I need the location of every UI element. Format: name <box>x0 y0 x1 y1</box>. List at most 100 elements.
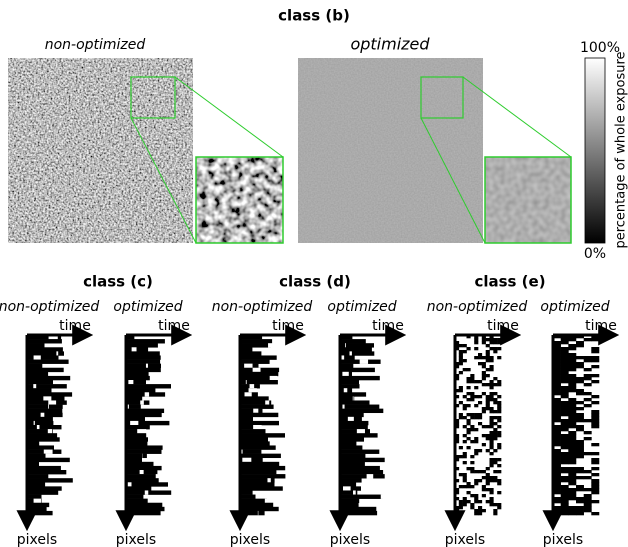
strip-cell <box>490 464 494 467</box>
strip-cell <box>591 482 599 485</box>
strip-cell <box>561 500 569 503</box>
strip-cell <box>568 359 576 362</box>
strip-cell <box>584 392 592 395</box>
strip-cell <box>591 425 599 428</box>
strip-cell <box>474 497 478 500</box>
strip-cell <box>568 431 576 434</box>
strip-cell <box>497 401 501 404</box>
strip-run <box>240 450 261 454</box>
strip-run <box>27 511 53 515</box>
strip-cell <box>591 488 599 491</box>
strip-cell <box>486 476 490 479</box>
strip-cell <box>568 461 576 464</box>
strip-cell <box>591 512 599 515</box>
strip-run <box>126 413 162 417</box>
strip-cell <box>576 500 584 503</box>
strip-cell <box>474 500 478 503</box>
strip-cell <box>561 401 569 404</box>
strip-cell <box>576 419 584 422</box>
strip-cell <box>482 470 486 473</box>
strip-cell <box>467 437 471 440</box>
strip-gap <box>128 405 129 409</box>
strip-run <box>126 503 162 507</box>
strip-cell <box>591 443 599 446</box>
strip-cell <box>591 473 599 476</box>
strip-cell <box>568 353 576 356</box>
strip-cell <box>467 413 471 416</box>
strip-cell <box>561 410 569 413</box>
strip-run <box>240 490 253 494</box>
strip-run <box>340 400 370 404</box>
strip-run <box>27 417 53 421</box>
strip-cell <box>497 380 501 383</box>
strip-cell <box>490 410 494 413</box>
strip-gap <box>253 425 262 429</box>
strip-cell <box>561 434 569 437</box>
strip-cell <box>474 413 478 416</box>
strip-run <box>27 482 45 486</box>
strip-cell <box>561 443 569 446</box>
strip-cell <box>584 404 592 407</box>
strip-run <box>126 364 161 368</box>
strip-cell <box>493 428 497 431</box>
strip-cell <box>497 341 501 344</box>
strip-cell <box>493 422 497 425</box>
strip-cell <box>584 368 592 371</box>
strip-cell <box>568 380 576 383</box>
strip-cell <box>576 497 584 500</box>
strip-cell <box>584 494 592 497</box>
strip-gap <box>48 405 49 409</box>
strip-cell <box>561 509 569 512</box>
strip-run <box>126 495 143 499</box>
strip-cell <box>561 380 569 383</box>
strip-cell <box>561 371 569 374</box>
strip-cell <box>561 377 569 380</box>
strip-cell <box>490 419 494 422</box>
strip-cell <box>561 452 569 455</box>
strip-run <box>240 470 276 474</box>
strip-run <box>27 380 53 384</box>
strip-cell <box>561 365 569 368</box>
strip-cell <box>568 368 576 371</box>
strip-cell <box>474 347 478 350</box>
strip-run <box>126 396 142 400</box>
strip-cell <box>467 446 471 449</box>
strip-cell <box>467 431 471 434</box>
strip-cell <box>576 449 584 452</box>
strip-cell <box>497 338 501 341</box>
strip-cell <box>497 482 501 485</box>
strip-gap <box>56 351 58 355</box>
strip-cell <box>591 422 599 425</box>
strip-run <box>240 413 278 417</box>
strip-cell <box>591 485 599 488</box>
strip-run <box>126 372 149 376</box>
strip-run <box>27 343 45 347</box>
strip-run <box>27 347 63 351</box>
strip-run <box>340 376 380 380</box>
strip-cell <box>478 422 482 425</box>
strip-run <box>27 425 62 429</box>
strip-run <box>240 343 271 347</box>
strip-run <box>240 417 253 421</box>
strip-cell <box>591 395 599 398</box>
strip-cell <box>490 341 494 344</box>
strip-cell <box>482 338 486 341</box>
strip-cell <box>584 398 592 401</box>
strip-cell <box>463 344 467 347</box>
strip-cell <box>486 356 490 359</box>
strip-run <box>240 351 261 355</box>
strip-run <box>240 405 274 409</box>
strip-run <box>27 368 64 372</box>
strip-cell <box>591 467 599 470</box>
y-axis-label: pixels <box>17 532 57 547</box>
strip-cell <box>486 437 490 440</box>
strip-cell <box>470 506 474 509</box>
strip-cell <box>584 497 592 500</box>
strip-cell <box>584 452 592 455</box>
strip-cell <box>576 413 584 416</box>
strip-cell <box>490 383 494 386</box>
strip-gap <box>34 421 35 425</box>
strip-run <box>240 454 281 458</box>
strip-cell <box>576 380 584 383</box>
strip-gap <box>350 351 352 355</box>
